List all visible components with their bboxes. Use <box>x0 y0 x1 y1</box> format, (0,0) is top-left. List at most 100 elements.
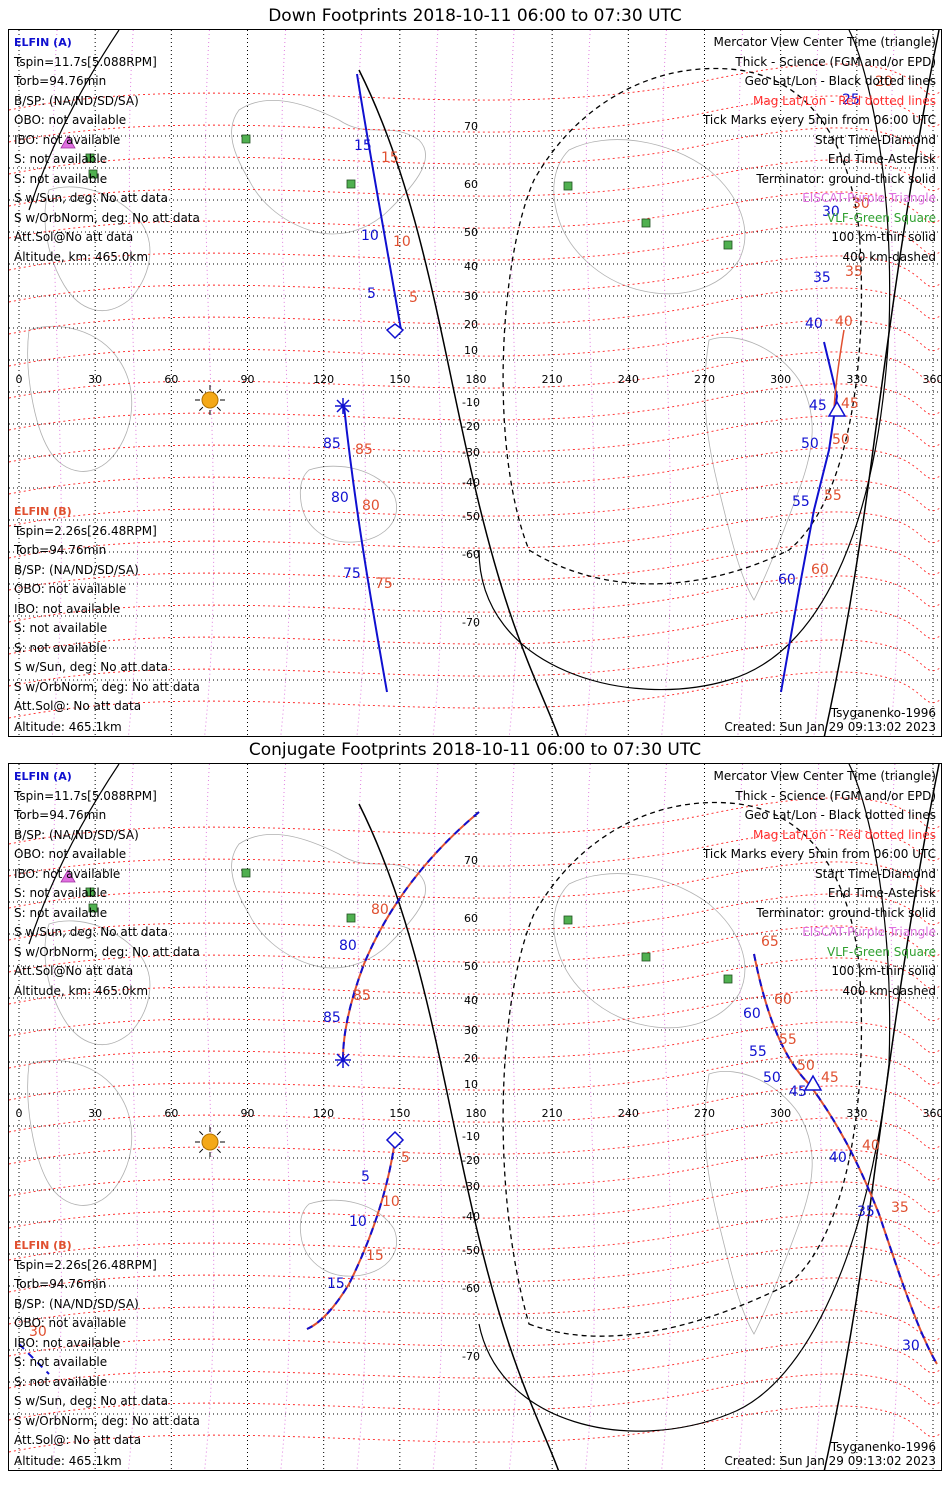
lat-tick-label: -60 <box>462 548 480 561</box>
elfin-b-track <box>306 1139 396 1330</box>
mag-meridian <box>51 30 62 736</box>
coastline <box>553 873 746 1029</box>
lon-tick-label: 330 <box>846 373 867 386</box>
lon-tick-label: 180 <box>466 1107 487 1120</box>
elfin-a-header: ELFIN (A) <box>14 36 72 49</box>
info-line: OBO: not available <box>14 582 127 596</box>
info-line: Torb=94.76min <box>14 74 107 88</box>
vlf-station-square <box>723 240 733 250</box>
info-line: OBO: not available <box>14 847 127 861</box>
legend-line: VLF-Green Square <box>827 210 936 225</box>
mag-parallel <box>9 1245 941 1293</box>
info-line: Torb=94.76min <box>14 1277 107 1291</box>
lon-tick-label: 270 <box>694 373 715 386</box>
lat-tick-label: 20 <box>464 1052 478 1065</box>
elfin-a-track <box>753 953 938 1365</box>
vlf-station-square <box>723 974 733 984</box>
elfin-b-header: ELFIN (B) <box>14 1239 72 1252</box>
info-line: S: not available <box>14 905 108 920</box>
elfin-a-tick-label: 45 <box>789 1084 807 1100</box>
elfin-b-info: ELFIN (B) Tspin=2.26s[26.48RPM] Torb=94.… <box>14 502 200 717</box>
sun-ray <box>216 389 221 394</box>
lon-tick-label: 60 <box>164 373 178 386</box>
elfin-a-tick-label: 85 <box>323 436 341 452</box>
elfin-a-tick-label: 40 <box>805 316 823 332</box>
info-line: S: not available <box>14 171 108 186</box>
lat-tick-label: 70 <box>464 120 478 133</box>
mag-parallel <box>9 95 941 143</box>
mag-parallel <box>9 63 941 111</box>
mag-parallel <box>9 829 941 877</box>
lat-tick-label: 30 <box>464 290 478 303</box>
info-line: S w/OrbNorm, deg: No att data <box>14 210 200 225</box>
mag-parallel <box>9 639 941 687</box>
elfin-a-tick-label: 30 <box>902 1338 920 1354</box>
info-line: Att.Sol@No att data <box>14 230 134 244</box>
sun-ray <box>199 1131 204 1136</box>
eiscat-triangle <box>60 869 76 883</box>
lat-tick-label: 40 <box>464 260 478 273</box>
lon-tick-label: 210 <box>542 373 563 386</box>
map-canvas-conjugate[interactable]: 0 30 60 90 120 150 180 210 240 270 300 330 360 70 60 50… <box>9 764 942 1471</box>
info-line: S w/OrbNorm, deg: No att data <box>14 679 200 694</box>
vlf-station-square <box>563 181 573 191</box>
start-diamond <box>385 323 405 340</box>
lat-tick-label: 10 <box>464 344 478 357</box>
elfin-a-track <box>356 73 402 331</box>
mag-parallel <box>9 671 941 719</box>
legend-line: End Time-Asterisk <box>827 152 936 166</box>
lat-tick-label: -20 <box>462 1154 480 1167</box>
mag-parallel <box>9 1181 941 1229</box>
elfin-a-tick-label: 10 <box>361 228 379 244</box>
lon-tick-label: 360 <box>923 1107 943 1120</box>
lat-tick-label: -40 <box>462 1210 480 1223</box>
elfin-b-tick-label: 45 <box>821 1070 839 1086</box>
lat-tick-label: 60 <box>464 178 478 191</box>
elfin-a-tick-label: 15 <box>354 138 372 154</box>
lat-tick-label: -20 <box>462 420 480 433</box>
elfin-b-tick-label: 55 <box>824 488 842 504</box>
mag-meridian <box>889 30 900 736</box>
vlf-station-square <box>563 915 573 925</box>
lat-tick-label: -10 <box>462 396 480 409</box>
mag-parallel <box>9 287 941 335</box>
legend-line: EISCAT-Purple Triangle <box>802 925 936 939</box>
elfin-b-tick-label: 60 <box>811 562 829 578</box>
legend: Mercator View Center Time (triangle) Thi… <box>703 767 936 1001</box>
elfin-a-tick-label: 5 <box>367 286 376 302</box>
sun-ray <box>216 1148 221 1153</box>
elfin-b-tick-label: 50 <box>797 1058 815 1074</box>
lat-tick-label: 50 <box>464 226 478 239</box>
elfin-b-header: ELFIN (B) <box>14 505 72 518</box>
mag-meridian <box>432 30 443 736</box>
start-diamond <box>385 1130 405 1150</box>
map-canvas-down[interactable]: 0 30 60 90 120 150 180 210 240 270 300 330 360 70 60 50… <box>9 30 942 737</box>
mag-meridian <box>584 764 596 1470</box>
legend: Mercator View Center Time (triangle) Thi… <box>703 33 936 267</box>
mag-parallel <box>9 1213 941 1261</box>
lon-tick-label: 60 <box>164 1107 178 1120</box>
mag-parallel <box>9 319 941 367</box>
legend-line: Thick - Science (FGM and/or EPD) <box>735 788 936 803</box>
info-line: S w/OrbNorm, deg: No att data <box>14 1413 200 1428</box>
map-panel-conjugate[interactable]: 0 30 60 90 120 150 180 210 240 270 300 330 360 70 60 50… <box>8 763 942 1471</box>
elfin-b-tick-label: 60 <box>774 992 792 1008</box>
lat-tick-label: -50 <box>462 510 480 523</box>
mag-parallel <box>9 893 941 941</box>
created-timestamp: Created: Sun Jan 29 09:13:02 2023 <box>724 1454 936 1468</box>
vlf-station-square <box>346 179 356 189</box>
legend-line: 400 km-dashed <box>842 983 936 998</box>
mag-parallel <box>9 989 941 1037</box>
elfin-a-tick-label: 10 <box>349 1214 367 1230</box>
elfin-a-track <box>18 1343 50 1375</box>
mag-meridian <box>356 764 367 1470</box>
map-panel-down[interactable]: 0 30 60 90 120 150 180 210 240 270 300 330 360 70 60 50… <box>8 29 942 737</box>
lon-tick-label: 30 <box>88 1107 102 1120</box>
info-line: Att.Sol@: No att data <box>14 699 142 713</box>
terminator-line <box>823 764 940 1470</box>
mag-parallel <box>9 1085 941 1133</box>
coastline <box>704 1071 813 1335</box>
terminator-line <box>358 803 560 1470</box>
elfin-b-tick-label: 55 <box>779 1032 797 1048</box>
lon-tick-label: 0 <box>16 1107 23 1120</box>
